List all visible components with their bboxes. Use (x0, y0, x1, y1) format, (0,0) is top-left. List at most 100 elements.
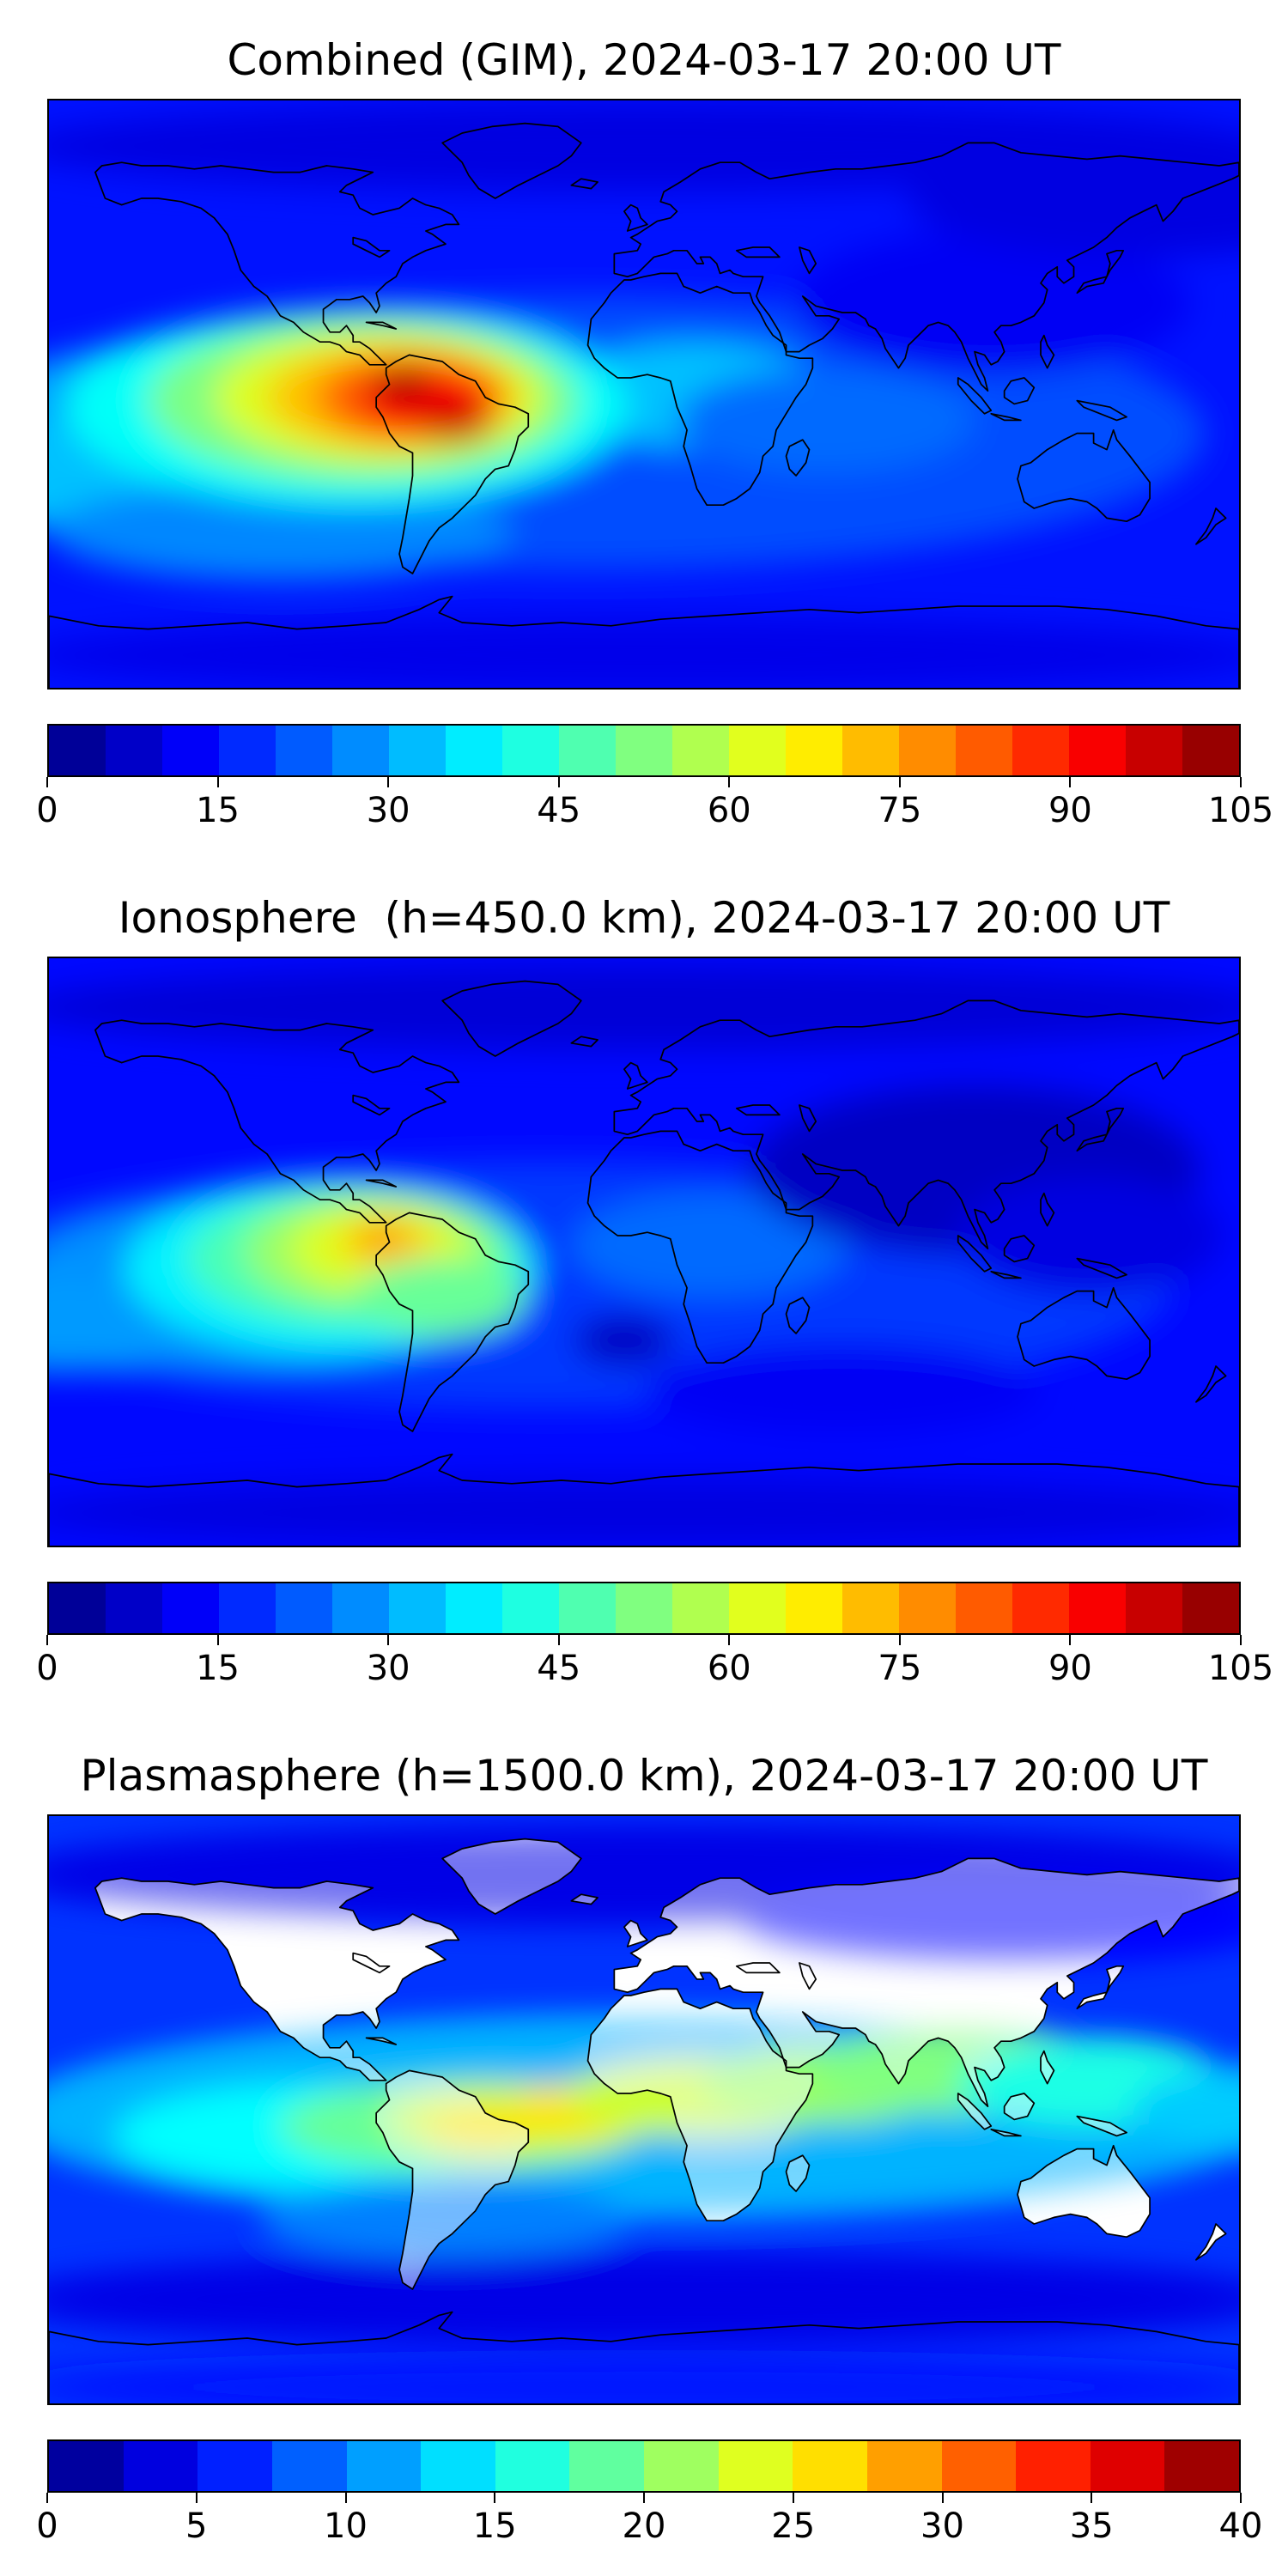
colorbar-tick (1069, 1635, 1072, 1645)
colorbar-tick-label: 15 (196, 791, 240, 830)
colorbar-segment (1126, 726, 1182, 775)
colorbar-segment (49, 2441, 124, 2491)
colorbar-tick-label: 0 (36, 1649, 58, 1688)
panel-title-plasmasphere: Plasmasphere (h=1500.0 km), 2024-03-17 2… (80, 1751, 1208, 1801)
colorbar-segment (1012, 1583, 1069, 1633)
panel-plasmasphere: Plasmasphere (h=1500.0 km), 2024-03-17 2… (36, 1751, 1262, 2549)
colorbar-segment (842, 1583, 899, 1633)
colorbar-segment (1090, 2441, 1165, 2491)
colorbar-tick-label: 60 (707, 1649, 751, 1688)
colorbar-tickmarks-plasmasphere (46, 2493, 1242, 2504)
colorbar-tick-label: 75 (878, 1649, 922, 1688)
colorbar-segment (786, 1583, 842, 1633)
colorbar-segment (1164, 2441, 1239, 2491)
colorbar-combined (47, 724, 1241, 777)
colorbar-segment (276, 726, 332, 775)
colorbar-tick-label: 0 (36, 791, 58, 830)
colorbar-segment (672, 726, 729, 775)
ionosphere-map (47, 957, 1241, 1547)
colorbar-segment (1182, 726, 1239, 775)
colorbar-segment (559, 726, 616, 775)
panel-title-ionosphere: Ionosphere (h=450.0 km), 2024-03-17 20:0… (118, 893, 1170, 943)
colorbar-tick-label: 30 (366, 791, 410, 830)
colorbar-segment (276, 1583, 332, 1633)
colorbar-segment (1182, 1583, 1239, 1633)
colorbar-segment (332, 726, 389, 775)
colorbar-tick-label: 40 (1218, 2506, 1263, 2546)
colorbar-tick-label: 30 (920, 2506, 964, 2546)
colorbar-tick-label: 45 (537, 791, 581, 830)
colorbar-tick (728, 1635, 731, 1645)
coastlines (49, 1838, 1239, 2403)
colorbar-segment (899, 1583, 956, 1633)
colorbar-tick (728, 777, 731, 787)
colorbar-tick-label: 75 (878, 791, 922, 830)
colorbar-tick (898, 1635, 901, 1645)
panel-title-combined: Combined (GIM), 2024-03-17 20:00 UT (227, 35, 1061, 85)
colorbar-tick-label: 105 (1207, 1649, 1274, 1688)
colorbar-segment (421, 2441, 495, 2491)
colorbar-tick (1240, 777, 1242, 787)
colorbar-tick-label: 30 (366, 1649, 410, 1688)
coastlines (49, 980, 1239, 1546)
coastlines (49, 122, 1239, 688)
tec-field-blobs (49, 100, 1239, 688)
colorbar-ticklabels-plasmasphere: 0 5 10 15 20 25 30 35 40 (36, 2506, 1262, 2549)
plasmasphere-field-svg (49, 1816, 1239, 2403)
colorbar-tick-label: 35 (1069, 2506, 1114, 2546)
colorbar-segment (786, 726, 842, 775)
colorbar-segment (346, 2441, 422, 2491)
combined-map (47, 99, 1241, 690)
colorbar-segment (559, 1583, 616, 1633)
colorbar-tickmarks-ionosphere (46, 1635, 1242, 1646)
colorbar-tick-label: 5 (185, 2506, 208, 2546)
colorbar-segment (502, 726, 559, 775)
colorbar-tick-label: 45 (537, 1649, 581, 1688)
colorbar-tick (46, 2493, 48, 2503)
colorbar-tick-label: 15 (472, 2506, 517, 2546)
ionosphere-field-svg (49, 958, 1239, 1546)
colorbar-segment (899, 726, 956, 775)
colorbar-segment (842, 726, 899, 775)
colorbar-tick (46, 1635, 48, 1645)
colorbar-segment (1069, 1583, 1126, 1633)
colorbar-tick-label: 10 (324, 2506, 368, 2546)
colorbar-tick-label: 105 (1207, 791, 1274, 830)
colorbar-ionosphere (47, 1582, 1241, 1635)
colorbar-tick (557, 777, 560, 787)
colorbar-segment (389, 726, 446, 775)
colorbar-segment (718, 2441, 793, 2491)
colorbar-segment (389, 1583, 446, 1633)
colorbar-segment (956, 1583, 1012, 1633)
panel-ionosphere: Ionosphere (h=450.0 km), 2024-03-17 20:0… (36, 893, 1273, 1692)
colorbar-segment (672, 1583, 729, 1633)
colorbar-segment (502, 1583, 559, 1633)
colorbar-segment (866, 2441, 942, 2491)
colorbar-segment (446, 1583, 502, 1633)
plasmasphere-map (47, 1814, 1241, 2405)
colorbar-tick (1069, 777, 1072, 787)
colorbar-segment (123, 2441, 198, 2491)
colorbar-segment (106, 726, 162, 775)
tec-field-blobs (49, 964, 1239, 1546)
colorbar-segment (1126, 1583, 1182, 1633)
colorbar-tick (941, 2493, 944, 2503)
colorbar-segment (332, 1583, 389, 1633)
colorbar-ticklabels-combined: 0 15 30 45 60 75 90 105 (36, 791, 1273, 834)
colorbar-segment (495, 2441, 570, 2491)
panel-combined: Combined (GIM), 2024-03-17 20:00 UT 0 15 3… (36, 35, 1273, 834)
colorbar-segment (271, 2441, 347, 2491)
colorbar-segment (49, 726, 106, 775)
colorbar-tick-label: 90 (1048, 1649, 1092, 1688)
colorbar-tick (643, 2493, 645, 2503)
colorbar-segment (162, 726, 219, 775)
colorbar-segment (197, 2441, 272, 2491)
combined-field-svg (49, 100, 1239, 688)
tec-field-overlay (49, 1829, 1239, 2403)
colorbar-segment (219, 726, 276, 775)
colorbar-tick-label: 25 (771, 2506, 816, 2546)
colorbar-tick (195, 2493, 197, 2503)
colorbar-tick (387, 777, 390, 787)
colorbar-tick (387, 1635, 390, 1645)
